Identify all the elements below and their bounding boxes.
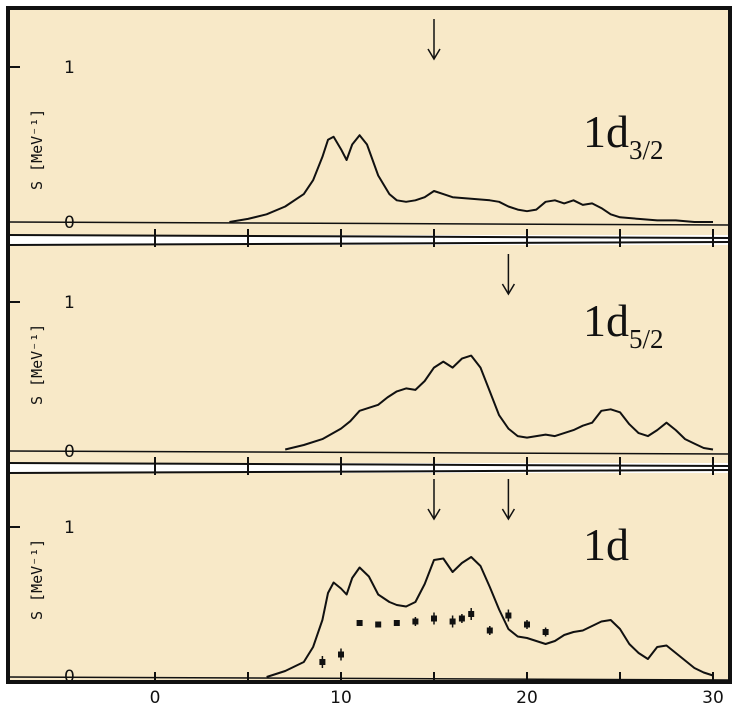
y-axis-label-2: S [MeV⁻¹] (28, 324, 46, 405)
x-tick-label-30: 30 (702, 688, 724, 708)
panel-label-1-main: 1d (583, 106, 629, 157)
data-point-11 (486, 627, 493, 634)
panel-label-2: 1d5/2 (583, 295, 664, 354)
panel-label-2-sub: 5/2 (629, 324, 664, 354)
data-point-7 (431, 615, 437, 622)
y-tick-label-2-top: 1 (64, 293, 75, 313)
y-axis-label-1: S [MeV⁻¹] (28, 109, 46, 190)
panel-label-1-sub: 3/2 (629, 135, 664, 165)
marker-arrow-2-1-head (501, 283, 516, 296)
strength-curve-2 (284, 354, 714, 451)
data-point-5 (393, 620, 400, 626)
panel-bg-2 (8, 245, 730, 463)
y-axis-label-3: S [MeV⁻¹] (28, 539, 46, 620)
panel-bg-1 (8, 8, 730, 235)
strength-curve-3 (266, 556, 714, 678)
panel-separator-1-a (7, 234, 731, 239)
x-tick-label-10: 10 (330, 688, 352, 708)
data-point-9 (458, 615, 465, 622)
data-point-12 (505, 612, 512, 619)
marker-arrow-3-2-head (501, 508, 516, 521)
data-point-3 (356, 620, 363, 626)
data-point-13 (524, 621, 530, 628)
data-point-6 (412, 618, 419, 625)
data-point-4 (375, 621, 382, 628)
panel-separator-1-b (7, 241, 731, 246)
chart-marks (7, 19, 731, 682)
panel-label-3-main: 1d (583, 519, 629, 570)
data-point-2 (338, 651, 344, 658)
panel-label-1: 1d3/2 (583, 106, 664, 165)
plot-frame (6, 6, 732, 684)
panel-label-3: 1d (583, 519, 629, 570)
panel-label-2-main: 1d (583, 295, 629, 346)
data-point-8 (449, 618, 456, 625)
x-tick-label-0: 0 (150, 688, 161, 708)
marker-arrow-1-1-head (427, 48, 441, 61)
baseline-3 (7, 676, 731, 681)
panel-separator-2-b (7, 469, 731, 474)
y-tick-label-1-top: 1 (64, 58, 75, 78)
baseline-2 (7, 450, 731, 455)
panel-separator-2-a (7, 462, 731, 467)
baseline-1 (7, 221, 731, 226)
data-point-1 (319, 659, 326, 665)
x-tick-label-20: 20 (516, 688, 538, 708)
strength-curve-1 (229, 134, 713, 223)
y-tick-label-3-top: 1 (64, 518, 75, 538)
data-point-14 (542, 629, 549, 635)
marker-arrow-3-1-head (427, 508, 441, 521)
data-point-10 (468, 611, 475, 617)
